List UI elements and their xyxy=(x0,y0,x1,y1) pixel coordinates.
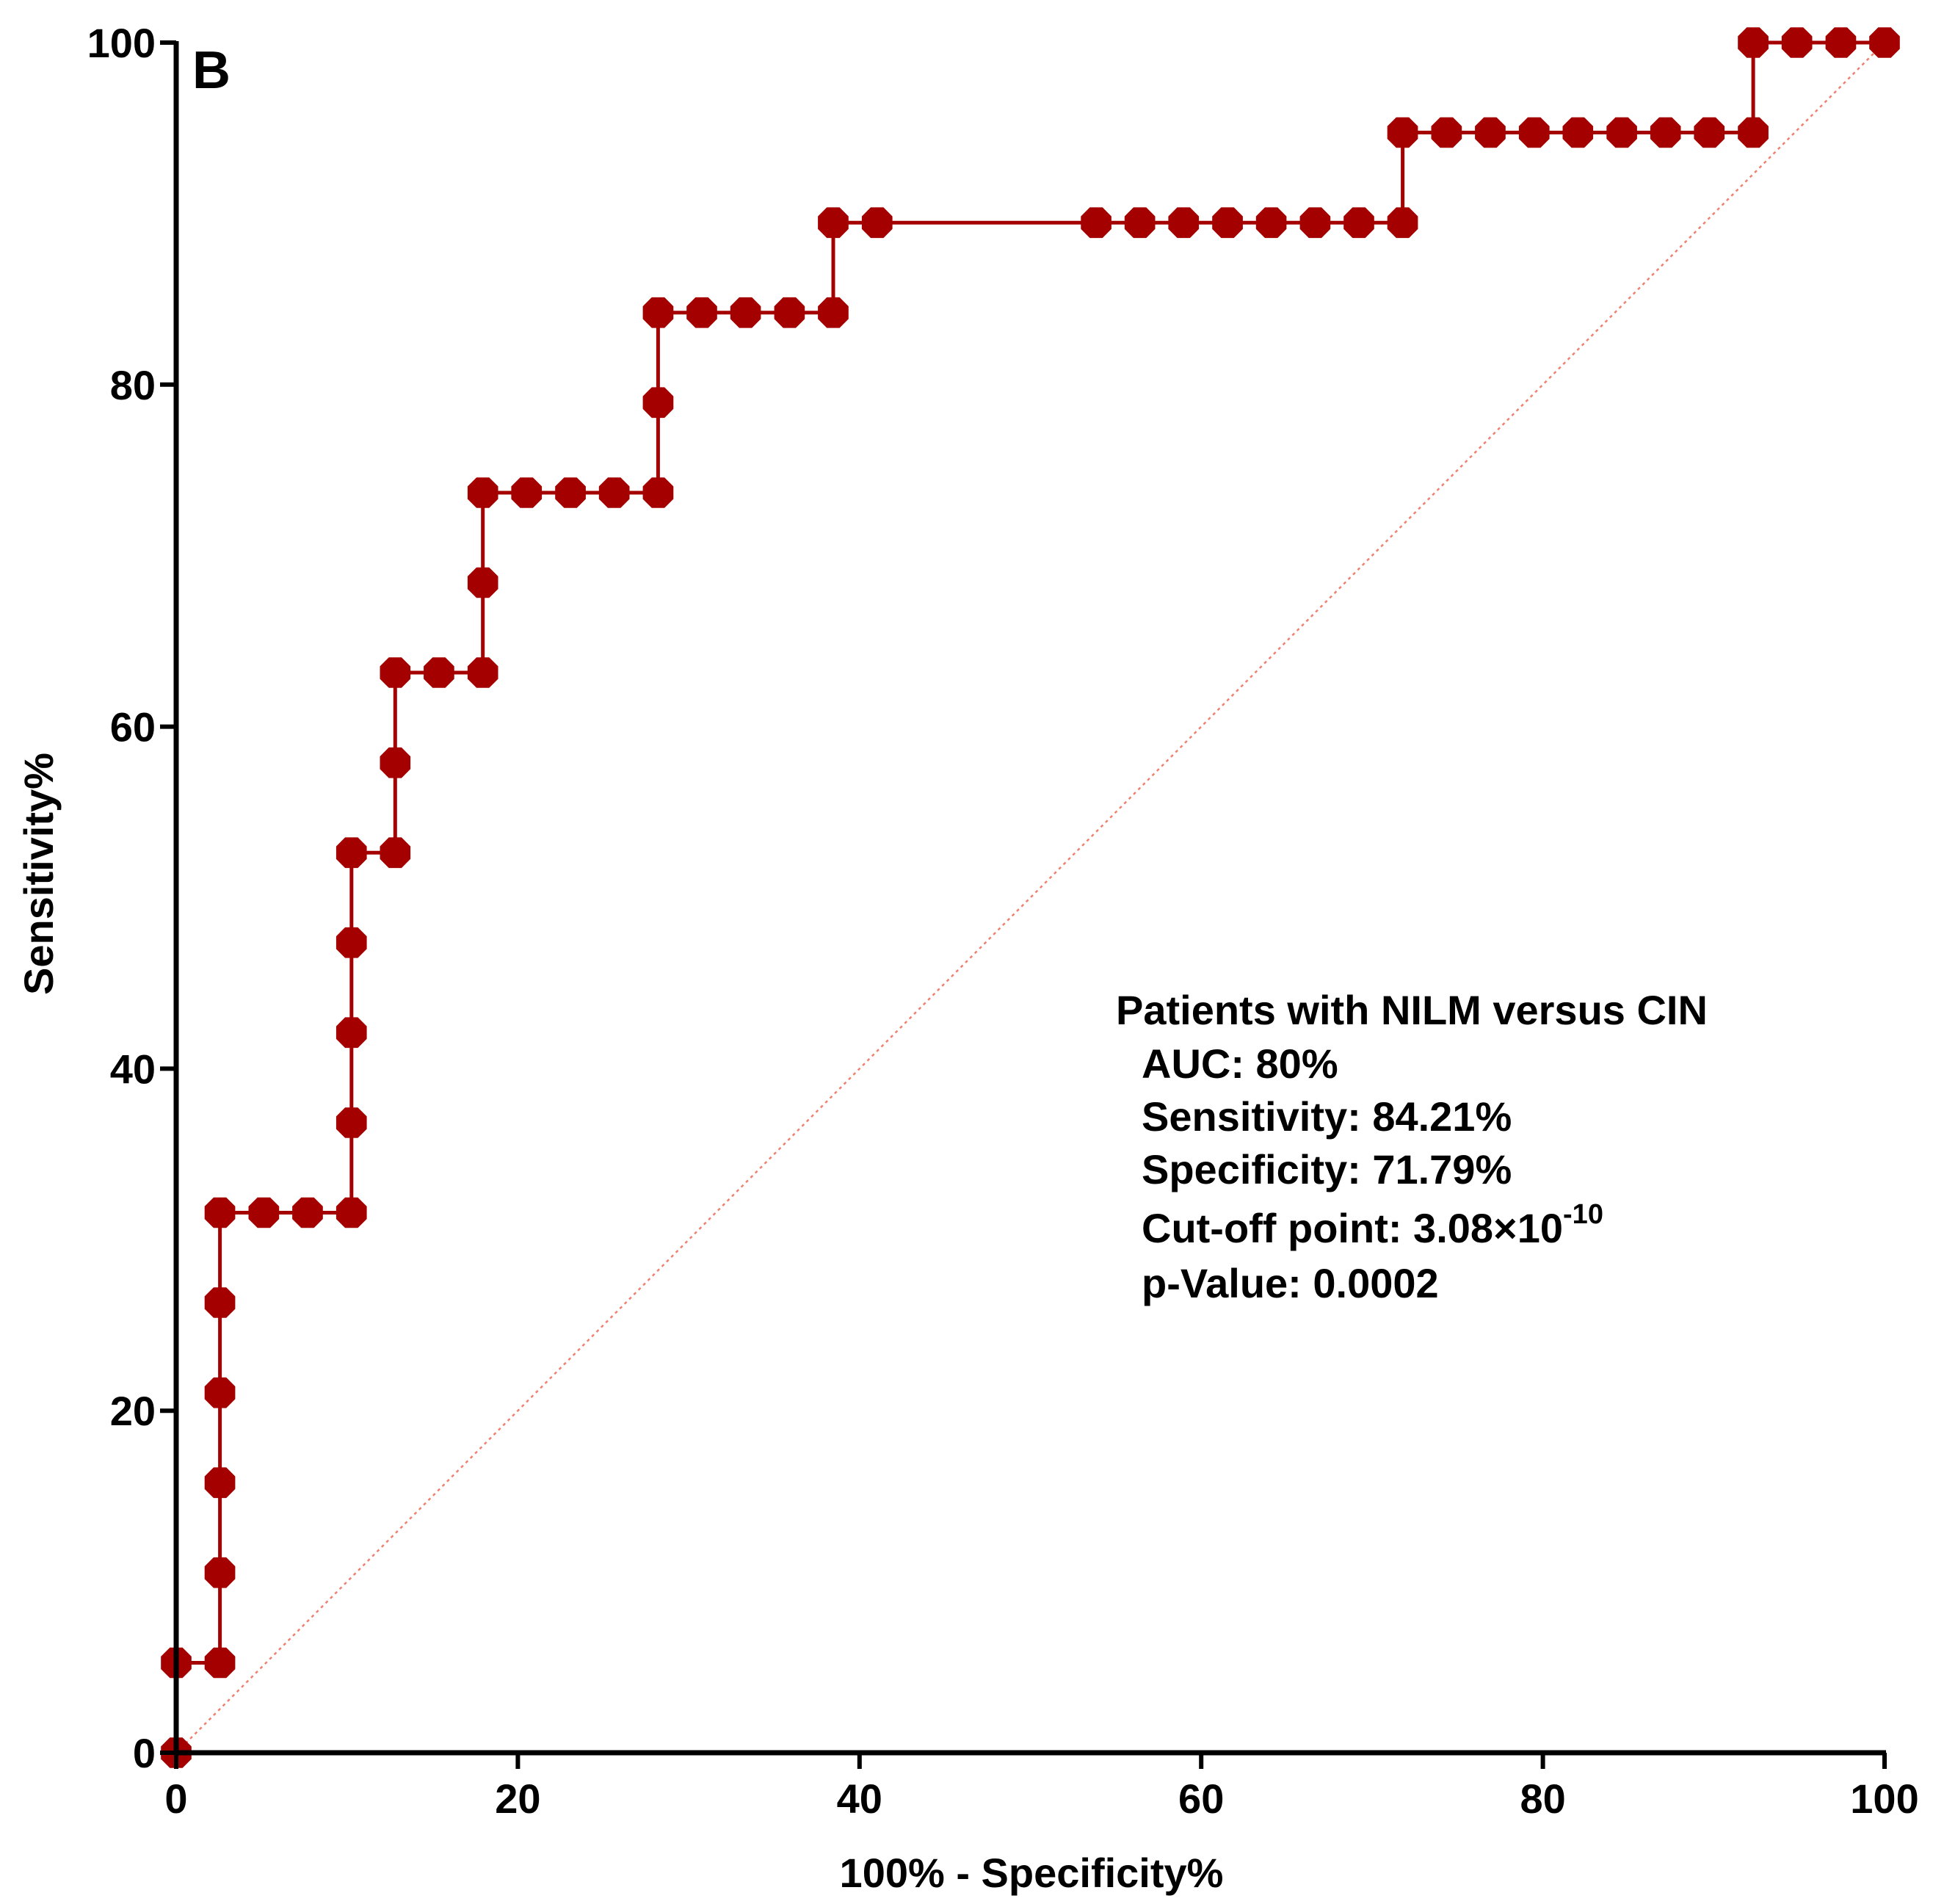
x-tick-label: 100 xyxy=(1850,1776,1918,1822)
x-axis-title: 100% - Specificity% xyxy=(840,1850,1224,1896)
annotation-sensitivity: Sensitivity: 84.21% xyxy=(1142,1093,1512,1140)
y-tick-label: 80 xyxy=(110,362,156,408)
roc-point xyxy=(1562,117,1594,148)
annotation-auc: AUC: 80% xyxy=(1142,1040,1338,1087)
roc-point xyxy=(204,1377,236,1408)
y-tick-label: 0 xyxy=(133,1730,156,1776)
roc-point xyxy=(730,297,761,328)
roc-point xyxy=(1387,207,1418,239)
annotation-cutoff-exponent: -10 xyxy=(1563,1199,1603,1230)
roc-point xyxy=(292,1197,323,1228)
roc-point xyxy=(204,1197,236,1228)
roc-point xyxy=(1387,117,1418,148)
roc-point xyxy=(818,207,849,239)
annotation-pvalue: p-Value: 0.0002 xyxy=(1142,1260,1439,1306)
annotation-specificity: Specificity: 71.79% xyxy=(1142,1146,1512,1192)
series-layer xyxy=(161,27,1900,1768)
roc-point xyxy=(774,297,805,328)
annotation-title: Patients with NILM versus CIN xyxy=(1116,987,1708,1033)
roc-point xyxy=(380,747,411,778)
reference-line xyxy=(175,42,1885,1753)
roc-point xyxy=(204,1647,236,1679)
roc-point xyxy=(686,297,717,328)
y-tick-label: 40 xyxy=(110,1046,156,1092)
roc-point xyxy=(1825,27,1857,58)
roc-point xyxy=(1431,117,1462,148)
annotation-cutoff-base: Cut-off point: 3.08×10 xyxy=(1142,1205,1563,1251)
roc-point xyxy=(1299,207,1331,239)
roc-point xyxy=(1606,117,1637,148)
panel-label: B xyxy=(192,41,231,100)
roc-point xyxy=(1781,27,1813,58)
roc-point xyxy=(1124,207,1156,239)
roc-point xyxy=(380,837,411,869)
roc-point xyxy=(467,567,498,598)
x-tick-label: 20 xyxy=(495,1776,540,1822)
roc-point xyxy=(1518,117,1550,148)
reference-layer xyxy=(175,42,1885,1753)
roc-point xyxy=(598,477,630,508)
roc-point xyxy=(1343,207,1374,239)
annotation-box: Patients with NILM versus CIN AUC: 80% S… xyxy=(1116,987,1708,1306)
roc-point xyxy=(336,1017,367,1049)
roc-point xyxy=(467,477,498,508)
x-tick-label: 0 xyxy=(164,1776,187,1822)
roc-point xyxy=(1081,207,1111,239)
y-axis-title: Sensitivity% xyxy=(15,753,62,995)
roc-point xyxy=(1738,117,1769,148)
annotation-cutoff: Cut-off point: 3.08×10-10 xyxy=(1142,1199,1603,1251)
roc-point xyxy=(1255,207,1287,239)
roc-point xyxy=(467,657,498,688)
roc-point xyxy=(1869,27,1900,58)
x-tick-label: 60 xyxy=(1178,1776,1224,1822)
x-tick-label: 40 xyxy=(837,1776,882,1822)
roc-point xyxy=(818,297,849,328)
roc-point xyxy=(204,1287,236,1318)
roc-point xyxy=(336,927,367,958)
roc-point xyxy=(336,1107,367,1138)
roc-point xyxy=(1168,207,1200,239)
roc-point xyxy=(642,387,674,419)
x-tick-label: 80 xyxy=(1520,1776,1565,1822)
axes-layer: 0 20 40 60 80 100 0 20 40 60 80 100 xyxy=(87,20,1919,1822)
roc-point xyxy=(336,1197,367,1228)
y-tick-label: 20 xyxy=(110,1388,156,1434)
roc-point xyxy=(1738,27,1769,58)
roc-point xyxy=(1212,207,1243,239)
roc-point xyxy=(424,657,454,688)
roc-point xyxy=(1694,117,1725,148)
roc-point xyxy=(1475,117,1506,148)
roc-point xyxy=(1650,117,1681,148)
roc-point xyxy=(642,297,674,328)
roc-point xyxy=(248,1197,280,1228)
roc-point xyxy=(511,477,543,508)
y-tick-label: 60 xyxy=(110,704,156,750)
roc-point xyxy=(642,477,674,508)
roc-point xyxy=(204,1467,236,1499)
roc-point xyxy=(555,477,586,508)
roc-point xyxy=(336,837,367,869)
y-tick-label: 100 xyxy=(87,20,156,66)
roc-point xyxy=(380,657,411,688)
roc-point xyxy=(861,207,893,239)
roc-point xyxy=(204,1557,236,1588)
